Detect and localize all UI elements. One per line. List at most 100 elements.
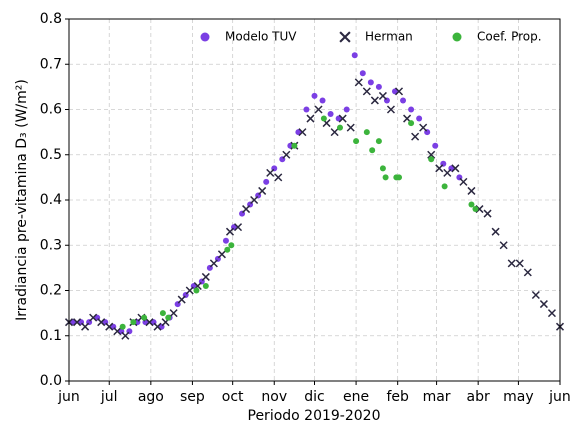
x-tick-label: jun: [57, 389, 80, 405]
point: [427, 150, 436, 159]
point: [483, 209, 492, 218]
point: [359, 70, 366, 77]
legend-label: Coef. Prop.: [477, 30, 542, 44]
point: [165, 314, 172, 321]
point: [282, 150, 291, 159]
point: [459, 177, 468, 186]
y-tick-label: 0.5: [40, 147, 62, 163]
point: [234, 223, 243, 232]
point: [499, 241, 508, 250]
x-tick-label: oct: [222, 389, 244, 405]
point: [159, 310, 166, 317]
point: [443, 168, 452, 177]
legend-label: Herman: [365, 30, 413, 44]
point: [468, 201, 475, 208]
point: [319, 97, 326, 104]
point: [113, 327, 122, 336]
point: [378, 91, 387, 100]
point: [467, 186, 476, 195]
point: [242, 205, 251, 214]
x-axis-label: Periodo 2019-2020: [248, 408, 381, 424]
y-tick-label: 0.3: [40, 237, 62, 253]
point: [73, 318, 82, 327]
point: [81, 322, 90, 331]
point: [379, 165, 386, 172]
point: [97, 318, 106, 327]
point: [419, 123, 428, 132]
point: [130, 319, 137, 326]
point: [351, 52, 358, 59]
point: [225, 227, 235, 236]
point: [193, 287, 200, 294]
y-tick-label: 0.8: [40, 11, 62, 27]
y-tick-label: 0.0: [40, 373, 62, 389]
point: [363, 129, 370, 136]
x-tick-label: mar: [423, 389, 451, 405]
point: [202, 282, 209, 289]
point: [386, 105, 395, 114]
point: [400, 97, 407, 104]
point: [209, 259, 218, 268]
point: [141, 314, 148, 321]
x-tick-label: nov: [261, 389, 287, 405]
point: [177, 295, 186, 304]
point: [416, 115, 423, 122]
point: [507, 259, 516, 268]
point: [515, 259, 524, 268]
point: [523, 268, 532, 277]
point: [369, 147, 376, 154]
x-tick-label: abr: [467, 389, 490, 405]
point: [472, 206, 479, 213]
point: [375, 83, 382, 90]
point: [338, 114, 347, 123]
point: [222, 237, 229, 244]
legend-marker: [339, 31, 351, 43]
point: [306, 114, 315, 123]
point: [343, 106, 350, 113]
x-tick-label: ene: [343, 389, 369, 405]
point: [394, 87, 404, 96]
y-tick-label: 0.2: [40, 283, 62, 299]
point: [303, 106, 310, 113]
point: [89, 313, 98, 322]
point: [274, 173, 283, 182]
point: [327, 111, 334, 118]
y-tick-label: 0.1: [40, 328, 62, 344]
point: [539, 300, 548, 309]
point: [435, 164, 444, 173]
point: [451, 164, 460, 173]
point: [121, 331, 130, 340]
x-tick-label: jul: [100, 389, 118, 405]
point: [346, 123, 355, 132]
point: [330, 128, 339, 137]
x-tick-label: ago: [138, 389, 164, 405]
point: [353, 138, 360, 145]
point: [396, 174, 403, 181]
point: [201, 272, 210, 281]
point: [408, 120, 415, 127]
point: [336, 124, 343, 131]
y-tick-label: 0.4: [40, 192, 62, 208]
point: [441, 183, 448, 190]
point: [432, 142, 439, 149]
legend-marker: [452, 32, 462, 42]
point: [263, 178, 270, 185]
x-tick-label: jun: [548, 389, 571, 405]
point: [298, 128, 307, 137]
point: [547, 309, 556, 318]
legend-marker: [200, 32, 210, 42]
point: [411, 132, 420, 141]
plot-frame: [68, 18, 561, 382]
point: [228, 242, 235, 249]
point: [266, 168, 275, 177]
point: [428, 156, 435, 163]
point: [250, 195, 259, 205]
point: [217, 250, 226, 259]
point: [362, 87, 371, 96]
point: [153, 322, 162, 331]
x-tick-label: may: [503, 389, 534, 405]
point: [370, 96, 379, 105]
point: [314, 105, 323, 114]
point: [311, 92, 318, 99]
